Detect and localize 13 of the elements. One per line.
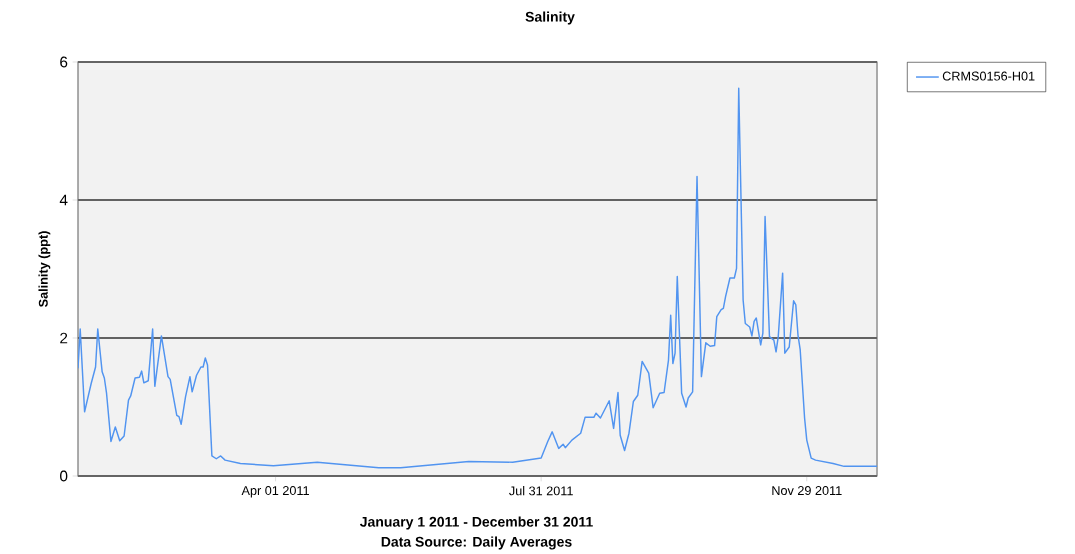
source-note: Data Source: Daily Averages (381, 536, 572, 550)
text: January 1 2011 - December 31 2011 (359, 516, 593, 530)
y-axis-title: Salinity (ppt) (38, 231, 51, 307)
line-series (78, 87, 878, 469)
x-tick-label: Nov 29 2011 (772, 486, 842, 496)
y-tick-label: 6 (60, 56, 68, 68)
legend-label: CRMS0156-H01 (942, 71, 1035, 81)
y-tick-label: 0 (60, 470, 68, 482)
chart-title: Salinity (525, 11, 575, 25)
y-tick-label: 4 (59, 194, 68, 206)
x-tick-label: Apr 01 2011 (241, 486, 309, 498)
y-tick-label: 2 (60, 332, 68, 344)
x-tick-label: Jul 31 2011 (509, 486, 573, 496)
